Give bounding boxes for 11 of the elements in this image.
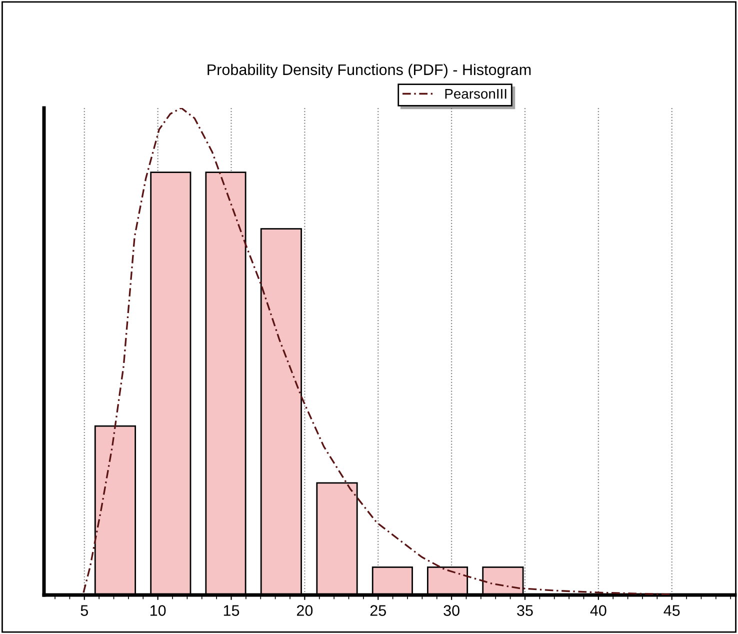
x-tick-label: 25 <box>370 605 386 616</box>
x-tick-label: 20 <box>296 605 313 616</box>
chart-title: Probability Density Functions (PDF) - Histogram <box>208 64 531 78</box>
x-tick-label: 35 <box>517 605 533 616</box>
x-tick-label: 5 <box>80 605 88 616</box>
x-tick-label: 15 <box>224 605 240 616</box>
legend-label: PearsonIII <box>445 89 506 99</box>
x-tick-label: 30 <box>444 605 460 616</box>
x-tick-label: 40 <box>590 605 606 616</box>
x-tick-label: 10 <box>150 605 166 616</box>
x-tick-label: 45 <box>664 605 680 616</box>
